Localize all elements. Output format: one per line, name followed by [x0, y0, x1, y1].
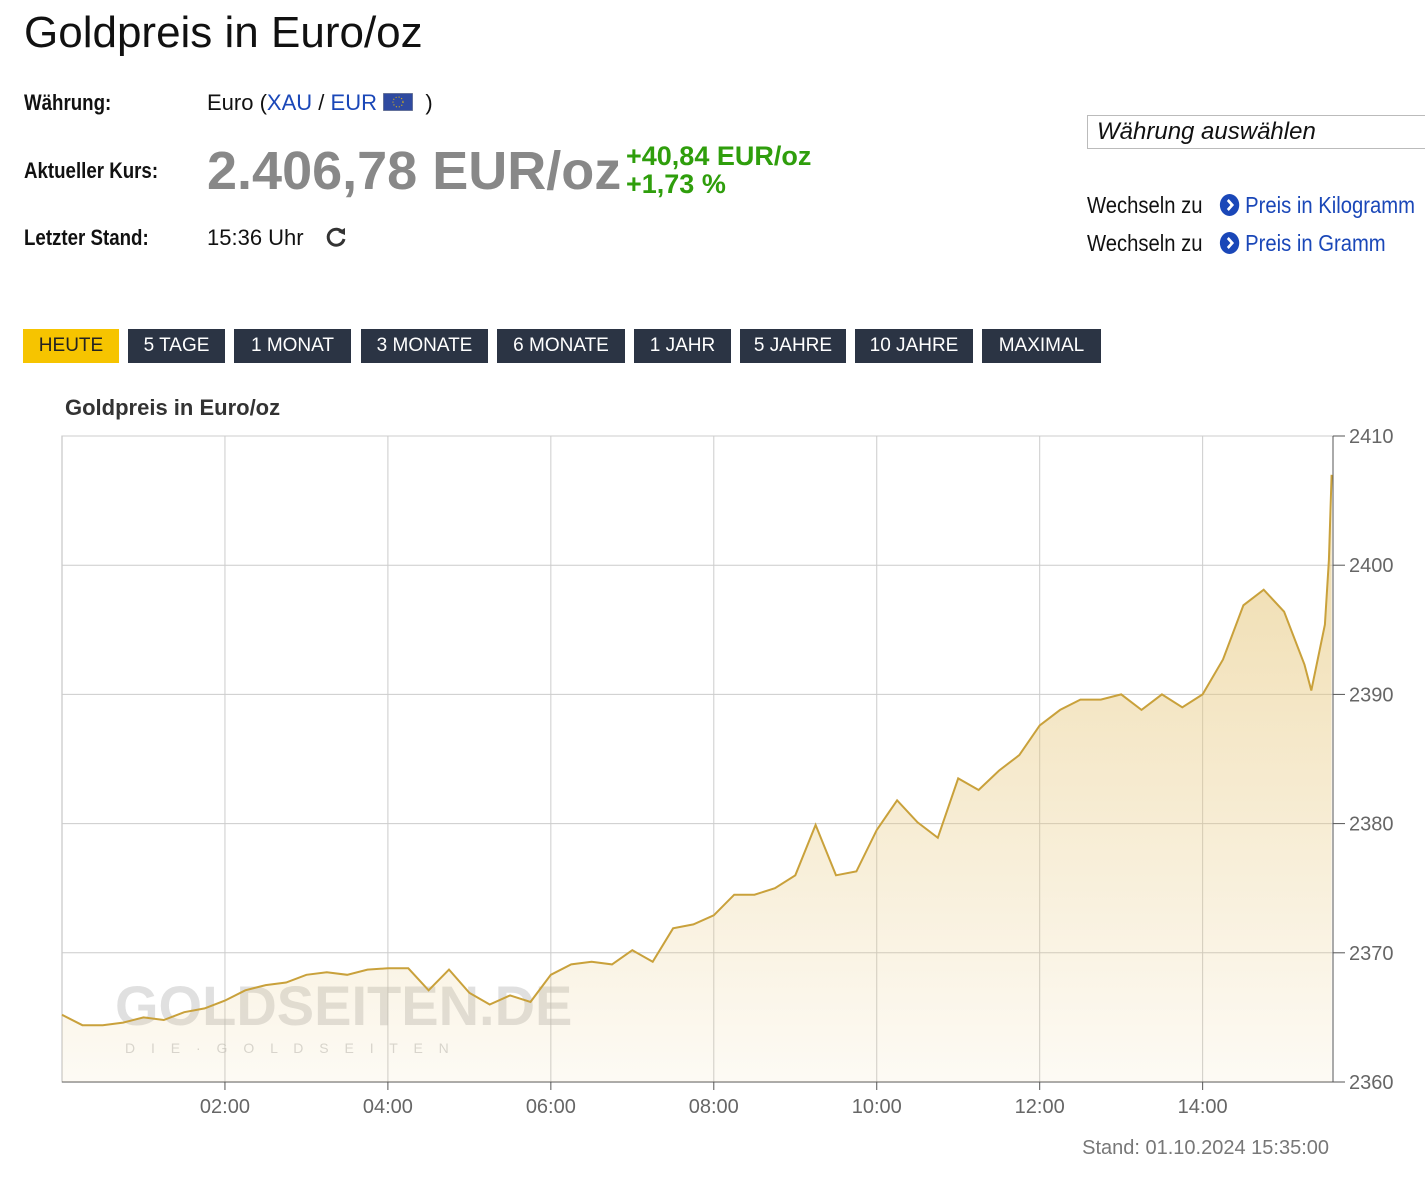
currency-link[interactable]: XAU [266, 90, 313, 115]
switch-prefix: Wechseln zu [1087, 192, 1203, 218]
label: Währung: [24, 90, 112, 115]
range-button[interactable]: 1 MONAT [234, 329, 351, 363]
x-tick-label: 04:00 [363, 1096, 413, 1118]
range-button[interactable]: 10 JAHRE [855, 329, 973, 363]
change-pct: +1,73 % [626, 169, 726, 199]
chart: Goldpreis in Euro/oz 2360 2370 2380 2390 240… [61, 395, 1394, 1159]
x-tick-label: 02:00 [200, 1096, 250, 1118]
x-tick-label: 06:00 [526, 1096, 576, 1118]
time-text: 15:36 Uhr [207, 225, 304, 250]
switch-row: Wechseln zu Preis in Kilogramm [1087, 186, 1415, 224]
change-abs: +40,84 EUR/oz [626, 141, 812, 171]
arrow-icon [1219, 232, 1239, 254]
line [61, 474, 1333, 1027]
price: 2.406,78 EUR/oz [207, 141, 622, 201]
y-tick-label: 2410 [1349, 426, 1394, 448]
eu-flag [382, 92, 414, 112]
refresh-icon[interactable] [324, 225, 348, 249]
x-tick-label: 08:00 [689, 1096, 739, 1118]
chart-title: Goldpreis in Euro/oz [65, 395, 280, 420]
bracket: ) [425, 90, 433, 115]
range-button[interactable]: 5 TAGE [128, 329, 225, 363]
currency: Euro (XAU / EUR ) [207, 90, 433, 116]
y-tick-label: 2390 [1349, 684, 1394, 706]
currency-select[interactable]: Währung auswählen [1087, 115, 1425, 149]
change: +40,84 EUR/oz +1,73 % [626, 142, 811, 198]
x-tick-label: 10:00 [852, 1096, 902, 1118]
chart-footer: Stand: 01.10.2024 15:35:00 [1082, 1137, 1329, 1159]
y-tick-label: 2380 [1349, 814, 1394, 836]
switch-link[interactable]: Preis in Gramm [1245, 230, 1386, 256]
separator: / [318, 90, 325, 115]
time: 15:36 Uhr [207, 225, 348, 251]
x-tick-label: 12:00 [1015, 1096, 1065, 1118]
range-button[interactable]: 3 MONATE [361, 329, 488, 363]
switch-row: Wechseln zu Preis in Gramm [1087, 224, 1415, 262]
y-tick-label: 2360 [1349, 1072, 1394, 1094]
currency-link[interactable]: EUR [330, 90, 377, 115]
range-button[interactable]: 1 JAHR [634, 329, 731, 363]
range-button[interactable]: 5 JAHRE [740, 329, 846, 363]
range-button[interactable]: 6 MONATE [497, 329, 625, 363]
page-title: Goldpreis in Euro/oz [24, 8, 423, 57]
x-tick-label: 14:00 [1178, 1096, 1228, 1118]
select-text: Währung auswählen [1097, 118, 1316, 145]
label: Aktueller Kurs: [24, 158, 159, 183]
switch-prefix: Wechseln zu [1087, 230, 1203, 256]
y-tick-label: 2370 [1349, 943, 1394, 965]
links: Wechseln zu Preis in Kilogramm Wechseln z… [1087, 186, 1425, 262]
currency-name: Euro ( [207, 90, 267, 115]
y-tick-label: 2400 [1349, 555, 1394, 577]
range-button[interactable]: MAXIMAL [982, 329, 1101, 363]
range-button[interactable]: HEUTE [23, 329, 119, 363]
label: Letzter Stand: [24, 225, 149, 250]
area [62, 474, 1332, 1082]
arrow-icon [1219, 194, 1239, 216]
switch-link[interactable]: Preis in Kilogramm [1245, 192, 1415, 218]
